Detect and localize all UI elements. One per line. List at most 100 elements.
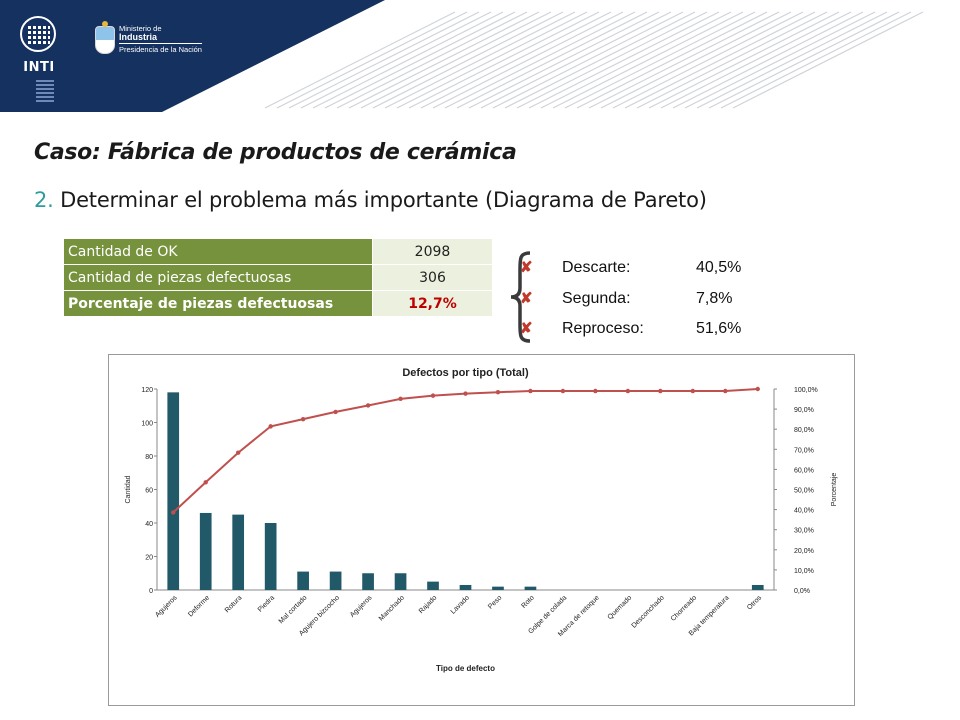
cumulative-point xyxy=(560,388,566,394)
x-tick-label: Deforme xyxy=(187,594,211,618)
cumulative-point xyxy=(430,393,436,398)
banner-stripe xyxy=(624,11,816,109)
x-tick-label: Quemado xyxy=(607,594,634,621)
chart-bar xyxy=(199,512,212,590)
table-cell-label: Porcentaje de piezas defectuosas xyxy=(63,290,373,317)
cumulative-point xyxy=(723,388,728,394)
cumulative-point xyxy=(463,391,468,396)
inti-emblem-icon xyxy=(20,16,56,52)
banner-stripe xyxy=(708,11,900,109)
banner-stripe xyxy=(408,11,600,109)
banner-stripe xyxy=(612,11,804,109)
y2-tick-label: 90,0% xyxy=(794,407,814,414)
chart-bar xyxy=(492,586,504,590)
cumulative-point xyxy=(235,450,241,455)
banner-stripe xyxy=(456,11,648,109)
banner-stripe xyxy=(336,11,528,109)
banner-stripe xyxy=(696,11,888,109)
x-tick-label: Rotura xyxy=(224,594,244,614)
chart-bar xyxy=(362,573,374,590)
reason-percent: 40,5% xyxy=(696,259,742,276)
y-tick-label: 60 xyxy=(145,488,153,495)
y2-tick-label: 30,0% xyxy=(794,528,814,535)
cumulative-point xyxy=(171,510,176,515)
x-tick-label: Peso xyxy=(487,594,503,610)
banner-stripe xyxy=(348,11,540,109)
banner-stripe xyxy=(312,11,504,109)
y-tick-label: 40 xyxy=(145,521,153,528)
cumulative-point xyxy=(625,388,631,394)
y2-tick-label: 10,0% xyxy=(794,568,814,575)
banner-stripe xyxy=(372,11,564,109)
cumulative-line xyxy=(172,388,758,514)
cumulative-point xyxy=(755,386,760,392)
banner-stripe xyxy=(444,11,636,109)
banner-stripe xyxy=(384,11,576,109)
subtitle-text: Determinar el problema más importante (D… xyxy=(53,188,707,212)
table-row: Cantidad de piezas defectuosas 306 xyxy=(63,264,493,291)
table-cell-label: Cantidad de OK xyxy=(63,238,373,265)
banner-stripe xyxy=(480,11,672,109)
y2-tick-label: 0,0% xyxy=(794,588,810,595)
banner-stripe xyxy=(732,11,924,109)
subtitle-number: 2. xyxy=(34,188,54,212)
cumulative-point xyxy=(333,409,338,415)
table-cell-value: 306 xyxy=(372,264,493,291)
x-tick-label: Manchado xyxy=(378,594,406,622)
chart-title: Defectos por tipo (Total) xyxy=(402,367,529,379)
y2-tick-label: 60,0% xyxy=(794,467,814,474)
inti-logo-text: INTI xyxy=(23,60,55,75)
banner-stripe xyxy=(552,11,744,109)
pareto-chart-svg: Defectos por tipo (Total) 0 20 40 60 80 100 120… xyxy=(125,367,838,673)
banner-stripe xyxy=(540,11,732,109)
slide-subtitle: 2. Determinar el problema más importante… xyxy=(34,188,707,212)
y-axis-title: Cantidad xyxy=(125,475,132,503)
x-tick-label: Lavado xyxy=(450,594,471,615)
ministry-line1: Ministerio de xyxy=(119,24,162,33)
banner-stripe xyxy=(288,11,480,109)
reason-label: Segunda: xyxy=(562,290,631,307)
x-tick-label: Agujeros xyxy=(154,594,179,619)
banner-stripe xyxy=(432,11,624,109)
chart-bar xyxy=(459,584,472,590)
x-tick-label: Rajado xyxy=(418,594,439,615)
x-tick-label: Agujeros xyxy=(349,594,374,619)
y-tick-label: 20 xyxy=(145,555,153,562)
banner-stripe xyxy=(636,11,828,109)
list-item: ✘ Reproceso: 51,6% xyxy=(520,319,760,341)
banner-stripe xyxy=(396,11,588,109)
chart-bar xyxy=(297,571,309,590)
cumulative-point xyxy=(658,388,663,394)
banner-stripe xyxy=(528,11,720,109)
chart-bar xyxy=(232,514,245,590)
y2-tick-label: 100,0% xyxy=(794,387,818,394)
x-tick-label: Piedra xyxy=(257,594,276,613)
banner-stripe xyxy=(720,11,912,109)
table-row: Cantidad de OK 2098 xyxy=(63,238,493,265)
banner-stripe xyxy=(420,11,612,109)
cumulative-point xyxy=(300,416,306,422)
banner-stripe xyxy=(324,11,516,109)
chart-bar xyxy=(264,523,277,590)
reason-percent: 51,6% xyxy=(696,320,742,337)
curly-brace-icon xyxy=(510,251,531,343)
y2-tick-label: 80,0% xyxy=(794,427,814,434)
y2-tick-label: 20,0% xyxy=(794,548,814,555)
y2-axis-title: Porcentaje xyxy=(831,473,838,507)
reason-label: Reproceso: xyxy=(562,320,644,337)
y2-tick-label: 50,0% xyxy=(794,488,814,495)
y-tick-label: 100 xyxy=(141,421,153,428)
y-tick-label: 80 xyxy=(145,454,153,461)
cumulative-point xyxy=(398,396,403,402)
chart-bar xyxy=(751,584,764,590)
chart-bar xyxy=(329,571,342,590)
banner-graphic xyxy=(0,0,924,112)
banner-stripe xyxy=(648,11,840,109)
ministry-line3: Presidencia de la Nación xyxy=(119,43,202,54)
x-tick-label: Mal cortado xyxy=(278,594,309,625)
banner-stripe xyxy=(300,11,492,109)
chart-bar xyxy=(394,573,407,590)
table-cell-value: 2098 xyxy=(372,238,493,265)
summary-table: Cantidad de OK 2098 Cantidad de piezas d… xyxy=(63,238,493,317)
banner-stripe xyxy=(564,11,756,109)
